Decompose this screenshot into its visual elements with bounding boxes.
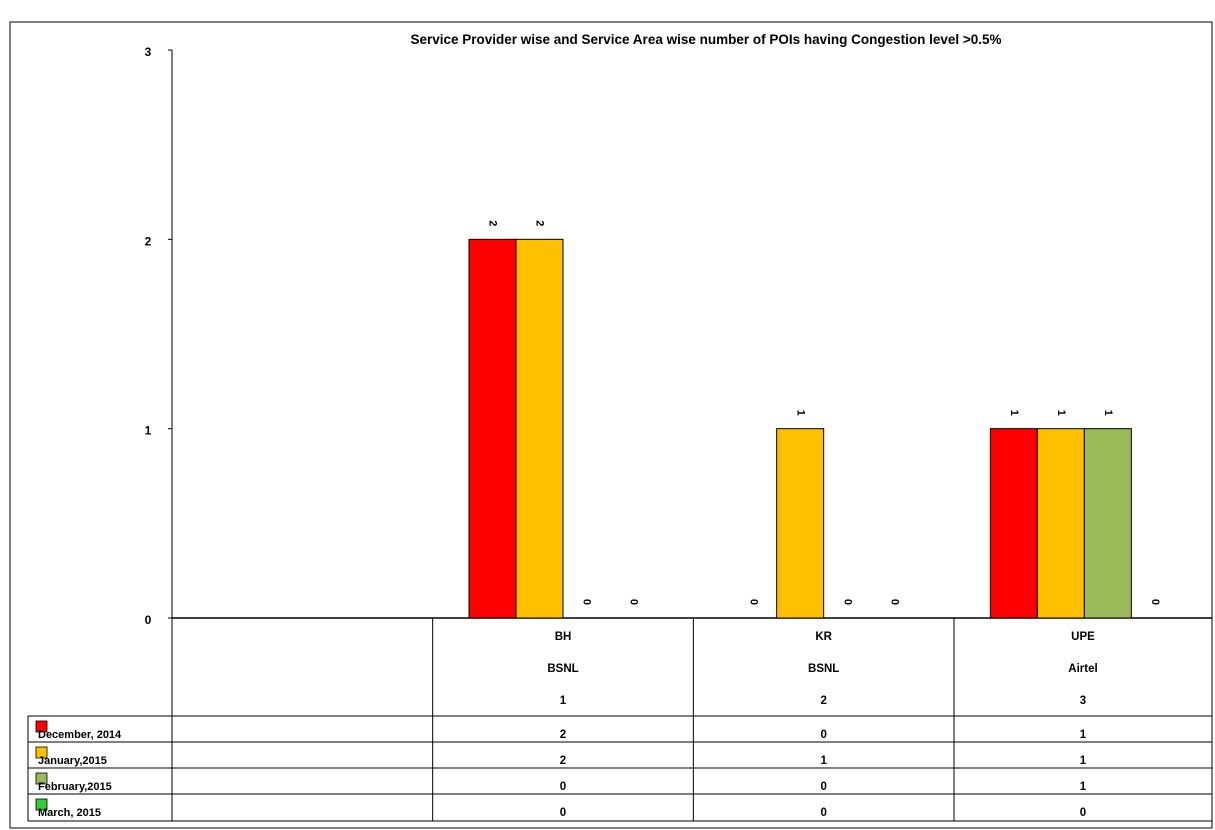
category-label-index: 2 [820,695,826,707]
y-tick-label: 0 [145,613,152,627]
category-label-provider: BSNL [547,663,578,675]
chart-frame [9,21,1213,829]
category-label-provider: Airtel [1068,663,1097,675]
data-label: 0 [628,599,640,605]
category-label-index: 1 [560,695,567,707]
bar [515,238,564,619]
y-tick-label: 1 [145,424,152,438]
bar [1036,428,1085,619]
data-label: 0 [888,599,900,605]
chart-title: Service Provider wise and Service Area w… [410,32,1001,47]
table-value: 0 [820,781,826,793]
table-value: 0 [820,729,826,741]
legend-swatch [35,746,48,759]
legend-label: January,2015 [38,755,107,767]
data-label: 2 [534,220,546,226]
y-tick-label: 3 [145,45,152,59]
data-label: 0 [841,599,853,605]
data-label: 1 [794,410,806,416]
data-label: 1 [1055,410,1067,416]
bar [989,428,1038,619]
table-value: 1 [1080,781,1087,793]
bar [776,428,825,619]
legend-swatch [35,772,48,785]
table-value: 1 [1080,729,1087,741]
table-value: 0 [820,807,826,819]
table-value: 0 [560,781,566,793]
data-label: 0 [747,599,759,605]
bar [468,238,517,619]
category-label-area: KR [815,631,832,643]
data-label: 2 [487,220,499,226]
category-label-area: UPE [1071,631,1095,643]
data-label: 0 [1149,599,1161,605]
data-label: 1 [1102,410,1114,416]
table-value: 1 [820,755,827,767]
legend-label: March, 2015 [38,807,101,819]
category-label-provider: BSNL [808,663,839,675]
category-label-area: BH [555,631,572,643]
y-tick-label: 2 [145,234,152,248]
bar [1083,428,1132,619]
legend-label: February,2015 [38,781,112,793]
legend-swatch [35,798,48,811]
table-value: 2 [560,729,566,741]
legend-label: December, 2014 [38,729,122,741]
table-value: 1 [1080,755,1087,767]
data-label: 0 [581,599,593,605]
plot-area: 0 1 2 3 2 2 0 0 0 1 0 0 1 1 1 0 BH KR UPE BSNL BSNL Airtel 1 2 3… [27,45,1213,822]
table-value: 2 [560,755,566,767]
data-label: 1 [1008,410,1020,416]
table-value: 0 [560,807,566,819]
legend-swatch [35,720,48,733]
category-label-index: 3 [1080,695,1086,707]
table-value: 0 [1080,807,1086,819]
